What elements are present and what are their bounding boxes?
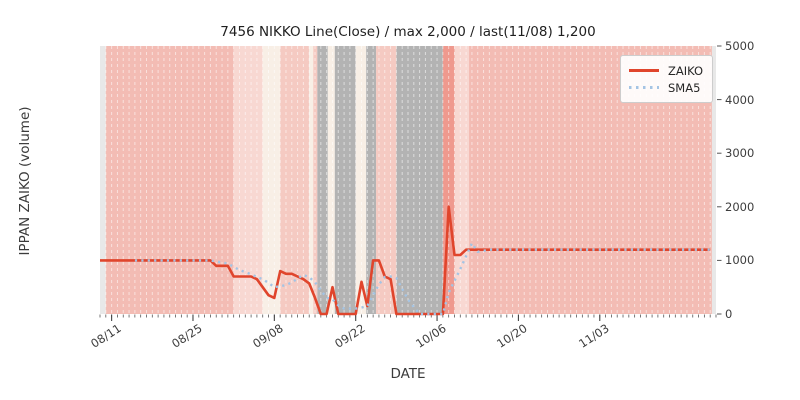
legend-entry-sma5: SMA5 [629, 79, 704, 96]
bg-band-gray [334, 46, 356, 314]
chart-title: 7456 NIKKO Line(Close) / max 2,000 / las… [220, 24, 596, 40]
bg-band-pink_light [454, 46, 470, 314]
y-tick-label: 2000 [725, 199, 755, 214]
bg-band-edge [711, 46, 716, 314]
y-tick-label: 0 [725, 307, 733, 321]
y-tick-label: 3000 [725, 146, 755, 161]
bg-band-cream [262, 46, 281, 314]
sma5-line [134, 242, 711, 316]
y-tick-label: 1000 [725, 253, 755, 268]
legend-box: ZAIKO SMA5 [620, 55, 713, 103]
legend-label-sma5: SMA5 [668, 80, 701, 95]
bg-band-cream [355, 46, 367, 314]
bg-band-pink_light [233, 46, 263, 314]
y-tick-label: 4000 [725, 92, 755, 107]
y-tick-label: 5000 [725, 39, 755, 53]
legend-label-zaiko: ZAIKO [668, 63, 704, 78]
zaiko-line [100, 205, 711, 316]
x-axis-label: DATE [390, 366, 426, 382]
zaiko-line-swatch [629, 69, 659, 72]
legend-entry-zaiko: ZAIKO [629, 62, 704, 79]
sma5-line-swatch [629, 85, 659, 90]
bg-band-cream [309, 46, 314, 314]
bg-band-gray [366, 46, 377, 314]
bg-band-gray [317, 46, 328, 314]
bg-band-cream [327, 46, 335, 314]
y-axis-label: IPPAN ZAIKO (volume) [17, 106, 33, 256]
bg-band-pink_mid [376, 46, 397, 314]
bg-band-edge [100, 46, 106, 314]
bg-band-pink_mid [280, 46, 310, 314]
